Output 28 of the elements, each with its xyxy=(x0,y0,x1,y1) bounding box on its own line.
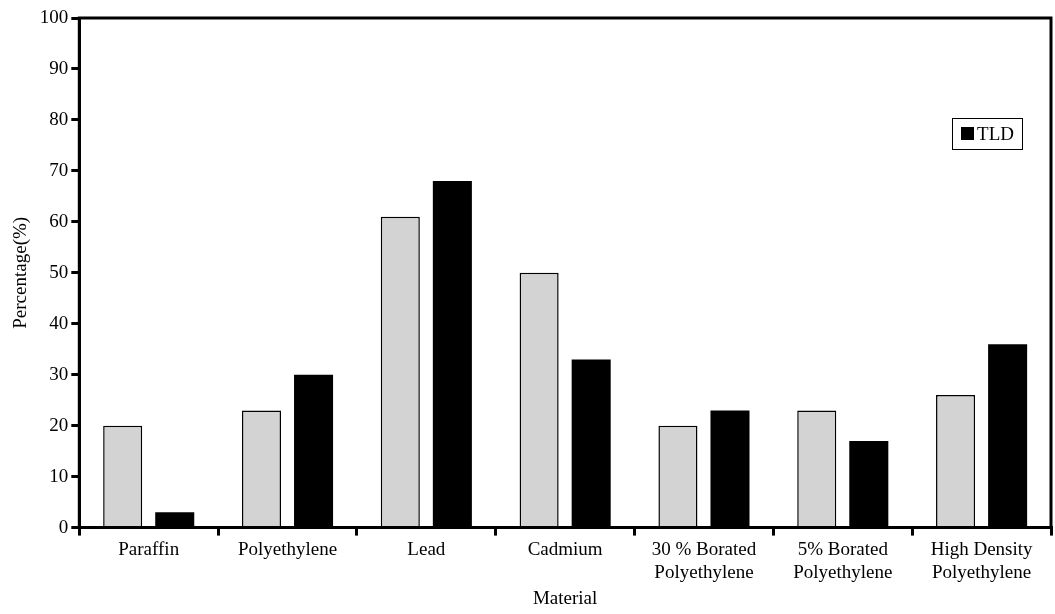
x-axis-title: Material xyxy=(532,586,598,608)
y-tick-label: 30 xyxy=(49,362,69,384)
bar xyxy=(710,410,750,527)
y-tick-label: 70 xyxy=(49,158,69,180)
x-tick-label: 30 % Borated Polyethylene xyxy=(651,537,757,582)
bar xyxy=(988,344,1028,527)
x-tick-label: Polyethylene xyxy=(237,537,338,559)
x-tick-label: Cadmium xyxy=(527,537,603,559)
y-tick-label: 60 xyxy=(49,209,69,231)
y-tick-label: 80 xyxy=(49,107,69,129)
y-axis-title: Percentage(%) xyxy=(9,216,32,329)
x-tick-label: Lead xyxy=(407,537,446,559)
bar xyxy=(155,512,195,527)
bar xyxy=(571,359,611,527)
bar xyxy=(294,374,334,527)
y-tick-label: 20 xyxy=(49,413,69,435)
y-tick-label: 40 xyxy=(49,311,69,333)
y-tick-label: 10 xyxy=(49,464,69,486)
x-tick-label: Paraffin xyxy=(118,537,180,559)
y-tick-label: 90 xyxy=(49,56,69,78)
x-tick-label: High Density Polyethylene xyxy=(930,537,1034,582)
y-tick-label: 0 xyxy=(58,515,69,537)
bar xyxy=(432,181,472,527)
legend-label: TLD xyxy=(976,123,1014,145)
y-tick-label: 100 xyxy=(39,5,69,27)
y-tick-label: 50 xyxy=(49,260,69,282)
x-tick-label: 5% Borated Polyethylene xyxy=(793,537,893,582)
bar xyxy=(849,440,889,527)
